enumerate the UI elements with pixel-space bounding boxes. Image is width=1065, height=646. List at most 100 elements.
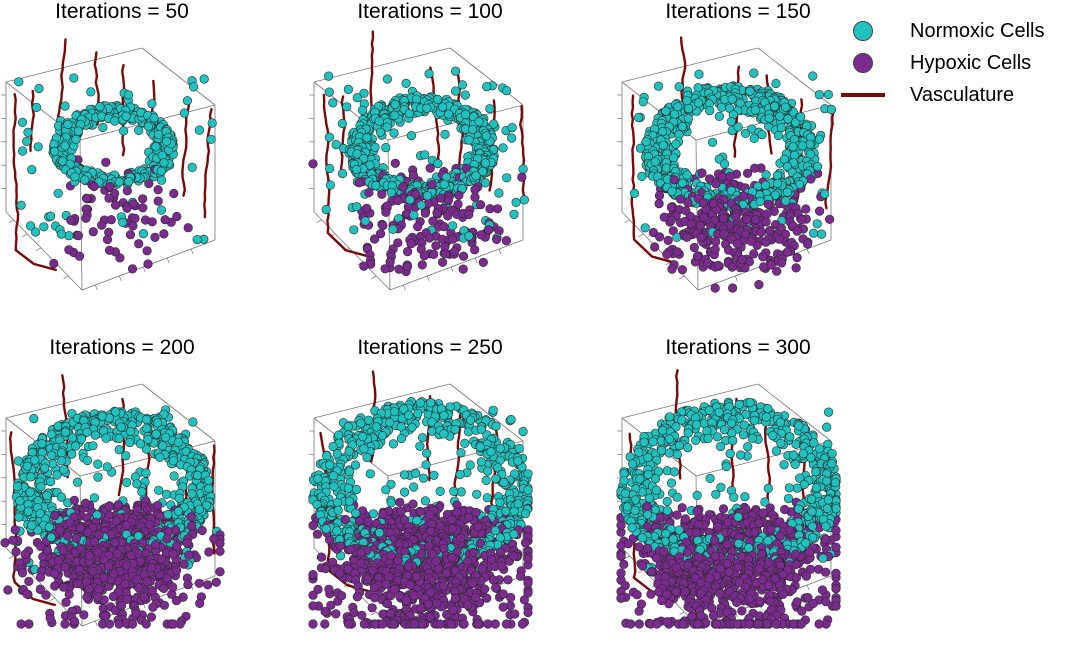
hypoxic-cell-point	[793, 253, 802, 262]
axis-tick	[371, 612, 376, 615]
hypoxic-cell-point	[136, 557, 145, 566]
normoxic-cell-point	[817, 230, 826, 239]
normoxic-cell-point	[153, 419, 162, 428]
hypoxic-cell-point	[429, 250, 438, 259]
hypoxic-cell-point	[113, 549, 122, 558]
hypoxic-cell-point	[743, 215, 752, 224]
hypoxic-cell-point	[440, 222, 449, 231]
normoxic-cell-point	[94, 473, 103, 482]
normoxic-cell-point	[34, 143, 43, 152]
normoxic-cell-point	[390, 111, 399, 120]
axis-tick	[638, 234, 643, 237]
normoxic-cell-point	[496, 444, 505, 453]
panel-iterations-50: Iterations = 50	[2, 0, 322, 310]
hypoxic-cell-point	[161, 215, 170, 224]
normoxic-cell-point	[508, 123, 517, 132]
normoxic-cell-point	[27, 473, 36, 482]
hypoxic-cell-point	[403, 262, 412, 271]
hypoxic-cell-point	[396, 498, 405, 507]
hypoxic-cell-point	[714, 261, 723, 270]
normoxic-cell-point	[322, 205, 331, 214]
hypoxic-cell-point	[668, 265, 677, 274]
normoxic-cell-point	[333, 527, 342, 536]
normoxic-cell-point	[417, 201, 426, 210]
normoxic-cell-point	[390, 129, 399, 138]
vasculature-line	[520, 106, 524, 202]
normoxic-cell-point	[121, 452, 130, 461]
normoxic-cell-point	[329, 99, 338, 108]
normoxic-cell-point	[122, 478, 131, 487]
normoxic-cell-point	[720, 160, 729, 169]
normoxic-cell-point	[634, 113, 643, 122]
normoxic-cell-point	[824, 90, 833, 99]
normoxic-cell-point	[416, 442, 425, 451]
normoxic-cell-point	[357, 419, 366, 428]
normoxic-cell-point	[496, 498, 505, 507]
normoxic-cell-point	[808, 72, 817, 81]
hypoxic-cell-point	[793, 227, 802, 236]
normoxic-cell-point	[358, 106, 367, 115]
panel-iterations-250: Iterations = 250	[310, 336, 630, 646]
hypoxic-cell-point	[670, 175, 679, 184]
hypoxic-cell-point	[711, 237, 720, 246]
normoxic-cell-point	[407, 131, 416, 140]
hypoxic-cell-point	[379, 221, 388, 230]
plot-area	[309, 372, 533, 629]
normoxic-cell-point	[783, 188, 792, 197]
hypoxic-cell-point	[169, 620, 178, 629]
normoxic-cell-point	[71, 442, 80, 451]
normoxic-cell-point	[391, 100, 400, 109]
normoxic-cell-point	[371, 143, 380, 152]
normoxic-cell-point	[475, 118, 484, 127]
hypoxic-cell-point	[364, 517, 373, 526]
hypoxic-cell-point	[82, 194, 91, 203]
hypoxic-cell-point	[703, 259, 712, 268]
hypoxic-cell-point	[738, 255, 747, 264]
normoxic-cell-point	[500, 478, 509, 487]
hypoxic-cell-point	[650, 243, 659, 252]
hypoxic-cell-point	[105, 246, 114, 255]
normoxic-cell-point	[350, 226, 359, 235]
hypoxic-cell-point	[114, 500, 123, 509]
normoxic-cell-point	[154, 486, 163, 495]
normoxic-cell-point	[495, 189, 504, 198]
hypoxic-cell-point	[676, 195, 685, 204]
normoxic-cell-point	[507, 415, 516, 424]
normoxic-cell-point	[815, 135, 824, 144]
normoxic-cell-point	[23, 462, 32, 471]
hypoxic-cell-point	[154, 197, 163, 206]
normoxic-cell-point	[483, 467, 492, 476]
normoxic-cell-point	[174, 507, 183, 516]
hypoxic-cell-point	[465, 210, 474, 219]
hypoxic-cell-point	[762, 238, 771, 247]
normoxic-cell-point	[477, 425, 486, 434]
normoxic-cell-point	[820, 190, 829, 199]
normoxic-cell-point	[487, 448, 496, 457]
hypoxic-cell-point	[309, 160, 318, 169]
hypoxic-cell-point	[195, 579, 204, 588]
normoxic-cell-point	[809, 229, 818, 238]
normoxic-cell-point	[519, 165, 528, 174]
hypoxic-cell-point	[128, 620, 137, 629]
normoxic-cell-point	[440, 430, 449, 439]
hypoxic-cell-point	[149, 603, 158, 612]
hypoxic-cell-point	[492, 235, 501, 244]
hypoxic-cell-point	[803, 240, 812, 249]
normoxic-cell-point	[193, 471, 202, 480]
normoxic-cell-point	[152, 143, 161, 152]
axis-tick	[95, 285, 97, 290]
hypoxic-cell-point	[767, 261, 776, 270]
plot-area	[617, 38, 836, 293]
normoxic-cell-point	[515, 444, 524, 453]
normoxic-cell-point	[741, 129, 750, 138]
axis-tick	[63, 276, 68, 279]
normoxic-cell-point	[115, 445, 124, 454]
normoxic-cell-point	[457, 448, 466, 457]
normoxic-cell-point	[170, 472, 179, 481]
normoxic-cell-point	[57, 449, 66, 458]
hypoxic-cell-point	[73, 579, 82, 588]
normoxic-cell-point	[468, 125, 477, 134]
normoxic-cell-point	[675, 82, 684, 91]
normoxic-cell-point	[694, 83, 703, 92]
hypoxic-cell-point	[21, 550, 30, 559]
